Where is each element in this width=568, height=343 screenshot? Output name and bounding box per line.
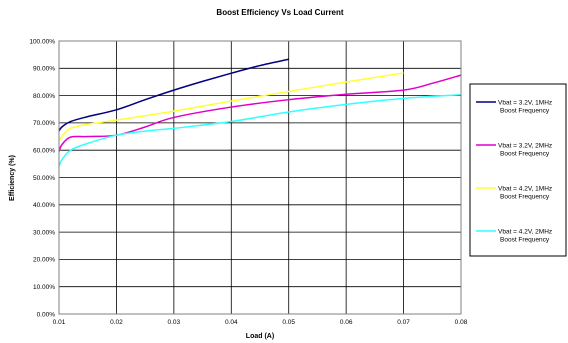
series-line-2 bbox=[58, 74, 462, 152]
x-tick-label: 0.01 bbox=[53, 319, 66, 326]
series-line-1 bbox=[58, 58, 289, 132]
x-tick-label: 0.06 bbox=[340, 319, 353, 326]
x-tick-label: 0.08 bbox=[455, 319, 468, 326]
series-lines bbox=[58, 58, 462, 167]
legend-label-4: Vbat = 4.2V, 2MHz bbox=[498, 229, 552, 236]
legend-label-1: Vbat = 3.2V, 1MHz bbox=[498, 100, 552, 107]
y-tick-labels: 0.00% 10.00% 20.00% 30.00% 40.00% 50.00% 60.00… bbox=[29, 38, 55, 318]
x-tick-label: 0.05 bbox=[282, 319, 295, 326]
chart-title: Boost Efficiency Vs Load Current bbox=[216, 8, 343, 17]
legend-label-4: Boost Frequency bbox=[500, 237, 550, 244]
legend-label-2: Vbat = 3.2V, 2MHz bbox=[498, 143, 552, 150]
y-tick-label: 20.00% bbox=[33, 257, 55, 264]
y-tick-label: 10.00% bbox=[33, 284, 55, 291]
y-tick-label: 70.00% bbox=[33, 120, 55, 127]
x-tick-label: 0.02 bbox=[110, 319, 123, 326]
grid-lines bbox=[58, 40, 462, 315]
x-tick-label: 0.04 bbox=[225, 319, 238, 326]
x-tick-label: 0.07 bbox=[397, 319, 410, 326]
y-tick-label: 80.00% bbox=[33, 93, 55, 100]
x-tick-labels: 0.01 0.02 0.03 0.04 0.05 0.06 0.07 0.08 bbox=[53, 319, 468, 326]
y-tick-label: 0.00% bbox=[37, 311, 56, 318]
series-line-4 bbox=[58, 94, 462, 167]
legend-label-1: Boost Frequency bbox=[500, 108, 550, 115]
y-tick-label: 50.00% bbox=[33, 175, 55, 182]
y-tick-label: 40.00% bbox=[33, 202, 55, 209]
y-axis-label: Efficiency (%) bbox=[9, 155, 16, 201]
legend-label-2: Boost Frequency bbox=[500, 151, 550, 158]
y-tick-label: 30.00% bbox=[33, 229, 55, 236]
y-tick-label: 100.00% bbox=[29, 38, 55, 45]
legend-label-3: Vbat = 4.2V, 1MHz bbox=[498, 186, 552, 193]
y-tick-label: 90.00% bbox=[33, 66, 55, 73]
y-tick-label: 60.00% bbox=[33, 148, 55, 155]
series-line-3 bbox=[58, 72, 404, 142]
plot-area-border bbox=[58, 40, 462, 315]
legend-label-3: Boost Frequency bbox=[500, 194, 550, 201]
legend-box bbox=[469, 83, 567, 257]
x-axis-label: Load (A) bbox=[246, 333, 274, 340]
x-tick-label: 0.03 bbox=[168, 319, 181, 326]
